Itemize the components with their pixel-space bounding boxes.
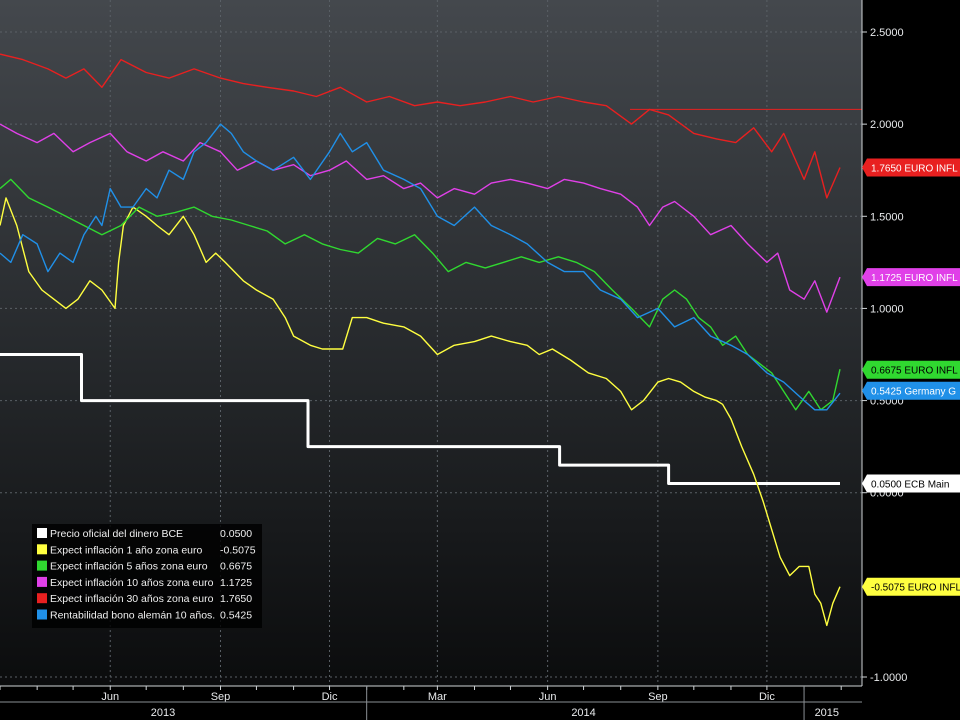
x-tick-label: Dic [322,691,338,703]
year-label: 2013 [151,707,175,719]
value-tag-box [862,381,960,400]
series-line-6 [0,123,841,411]
value-tag-label: 0.5425 Germany G [871,387,956,398]
legend-value-5: 1.7650 [220,593,252,605]
legend-swatch-5 [37,593,47,604]
legend-value-2: -0.5075 [220,544,256,556]
x-tick-label: Sep [211,691,231,703]
value-tag-1: 0.0500 ECB Main [862,474,960,493]
value-tag-label: 1.7650 EURO INFL [871,163,958,174]
y-tick-label: 2.0000 [870,119,904,131]
legend-swatch-4 [37,576,47,587]
series-line-3 [0,178,841,411]
legend-swatch-2 [37,544,47,555]
value-tag-label: 1.1725 EURO INFL [871,273,958,284]
value-tag-5: 1.7650 EURO INFL [862,158,960,177]
value-tag-box [862,268,960,287]
legend-entry-2: Expect inflación 1 año zona euro [50,544,203,556]
legend-value-6: 0.5425 [220,610,252,622]
value-tag-label: 0.0500 ECB Main [871,480,949,491]
legend-box [32,524,262,628]
series-lines [0,53,862,627]
legend-entry-3: Expect inflación 5 años zona euro [50,561,208,573]
value-tag-box [862,577,960,596]
year-label: 2015 [815,707,839,719]
series-line-5 [0,53,841,199]
legend-swatch-3 [37,560,47,571]
value-tag-3: 0.6675 EURO INFL [862,360,960,379]
value-tag-2: -0.5075 EURO INFL [862,577,960,596]
y-tick-label: -1.0000 [870,672,907,684]
axes: 2.50002.00001.50001.00000.50000.0000-1.0… [0,0,907,720]
x-tick-label: Mar [428,691,447,703]
legend-value-3: 0.6675 [220,561,252,573]
legend-swatch-1 [37,528,47,538]
series-line-4 [0,123,841,313]
legend-entry-1: Precio oficial del dinero BCE [50,528,183,540]
x-tick-label: Dic [759,691,775,703]
x-tick-label: Sep [648,691,668,703]
y-tick-label: 1.5000 [870,211,904,223]
value-tag-4: 1.1725 EURO INFL [862,268,960,287]
value-tag-box [862,360,960,379]
x-tick-label: Jun [539,691,557,703]
series-line-2 [0,197,841,627]
value-tags: 0.0500 ECB Main -0.5075 EURO INFL 0.6675 E… [862,158,960,596]
legend-entry-6: Rentabilidad bono alemán 10 años. [50,610,215,622]
y-tick-label: 1.0000 [870,303,904,315]
legend-value-1: 0.0500 [220,528,252,540]
legend: Precio oficial del dinero BCE 0.0500 Expec… [32,524,262,628]
legend-value-4: 1.1725 [220,577,252,589]
value-tag-box [862,158,960,177]
value-tag-box [862,474,960,493]
year-label: 2014 [571,707,595,719]
value-tag-label: 0.6675 EURO INFL [871,366,958,377]
legend-entry-5: Expect inflación 30 años zona euro [50,593,214,605]
value-tag-6: 0.5425 Germany G [862,381,960,400]
value-tag-label: -0.5075 EURO INFL [871,583,960,594]
y-tick-label: 2.5000 [870,27,904,39]
legend-swatch-6 [37,609,47,620]
x-tick-label: Jun [101,691,119,703]
series-line-1 [0,353,840,485]
legend-entry-4: Expect inflación 10 años zona euro [50,577,214,589]
